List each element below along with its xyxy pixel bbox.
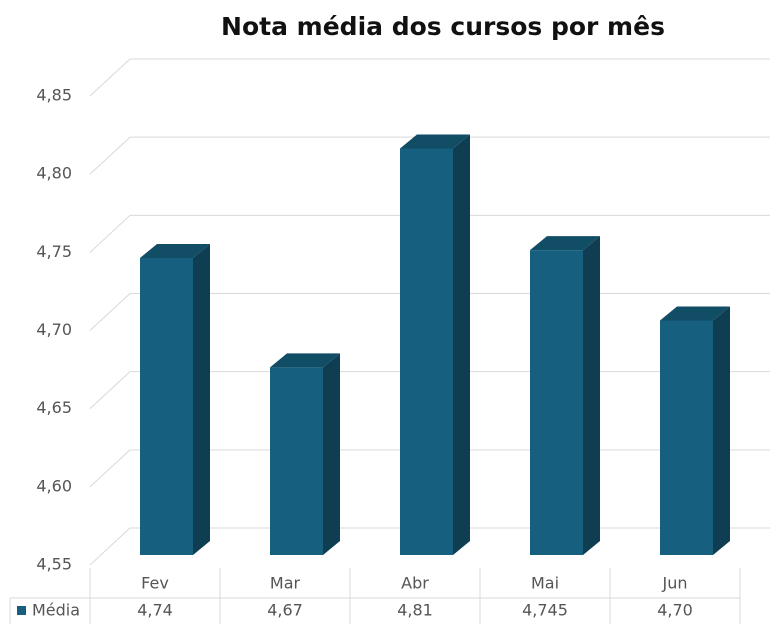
bar-top [660,306,730,321]
x-tick-label: Fev [141,574,169,593]
x-tick-label: Mai [531,574,559,593]
bar-side [193,243,210,555]
grid-line [89,293,131,331]
bar-front [530,250,583,555]
bar-side [713,306,730,555]
bar-front [270,367,323,555]
bar-front [660,320,713,555]
bar-top [140,243,210,258]
y-tick-label: 4,70 [36,320,72,339]
bar-side [453,134,470,556]
bar [660,306,730,555]
grid-line [89,214,131,253]
bar [530,236,600,555]
y-tick-label: 4,80 [36,164,72,183]
y-tick-label: 4,65 [36,398,72,417]
y-tick-label: 4,60 [36,476,72,495]
bar-front [140,257,193,555]
data-label: 4,74 [137,601,173,620]
grid-line [89,449,131,488]
grid-line [89,58,131,97]
bar-top [400,134,470,149]
data-label: 4,745 [522,601,568,620]
y-tick-label: 4,75 [36,242,72,261]
bar-top [270,353,340,368]
data-label: 4,67 [267,601,303,620]
y-tick-label: 4,55 [36,555,72,574]
grid-line [89,371,131,410]
x-tick-label: Abr [401,574,429,593]
legend-swatch [17,606,26,615]
x-tick-label: Mar [270,574,301,593]
bar [270,353,340,555]
data-label: 4,70 [657,601,693,620]
data-label: 4,81 [397,601,433,620]
chart-title: Nota média dos cursos por mês [221,12,665,41]
bar-side [583,236,600,555]
grid-line [89,136,131,175]
bar-front [400,148,453,556]
x-tick-label: Jun [662,574,688,593]
bar-side [323,353,340,555]
bar [400,134,470,556]
bar-top [530,236,600,251]
grid-line [89,527,131,566]
y-tick-label: 4,85 [36,86,72,105]
bar [140,243,210,555]
legend-label: Média [32,601,80,620]
